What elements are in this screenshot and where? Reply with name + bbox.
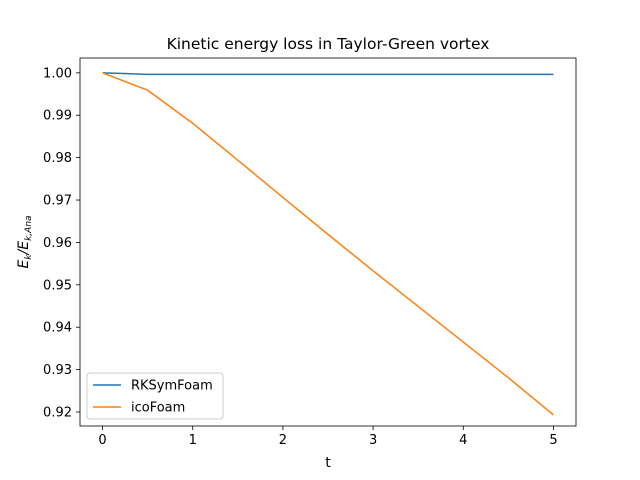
y-tick-label: 0.96 [43, 236, 72, 251]
axes-frame [79, 57, 577, 427]
x-tick-label: 0 [98, 433, 106, 448]
x-tick-label: 4 [459, 433, 467, 448]
y-tick-label: 0.99 [43, 109, 72, 124]
y-axis-label-base: E [16, 260, 32, 269]
y-axis-label-sub1: k [24, 254, 34, 260]
y-tick-label: 0.94 [43, 321, 72, 336]
chart-title: Kinetic energy loss in Taylor-Green vort… [167, 35, 490, 53]
x-tick-label: 5 [549, 433, 557, 448]
y-axis-label-sub2: k,Ana [24, 215, 34, 240]
x-tick-label: 1 [189, 433, 197, 448]
y-axis-label-sep: /E [16, 241, 32, 257]
series-line-icofoam [102, 72, 554, 416]
x-axis-label: t [325, 455, 331, 471]
y-tick-label: 0.97 [43, 194, 72, 209]
x-tick-label: 2 [279, 433, 287, 448]
legend-label: icoFoam [131, 401, 185, 416]
y-tick-label: 1.00 [43, 66, 72, 81]
legend-label: RKSymFoam [131, 379, 213, 394]
series-line-rksymfoam [102, 72, 554, 76]
y-axis-label: Ek/Ek,Ana [16, 215, 34, 268]
y-tick-label: 0.92 [43, 406, 72, 421]
x-tick-label: 3 [369, 433, 377, 448]
y-tick-label: 0.95 [43, 278, 72, 293]
y-tick-label: 0.98 [43, 151, 72, 166]
y-tick-label: 0.93 [43, 363, 72, 378]
plot-area: 0 1 2 3 4 5 0.92 0.93 0.94 0.95 0.96 0.97 0.98 0.99 1.… [43, 57, 577, 448]
legend: RKSymFoam icoFoam [86, 372, 224, 420]
